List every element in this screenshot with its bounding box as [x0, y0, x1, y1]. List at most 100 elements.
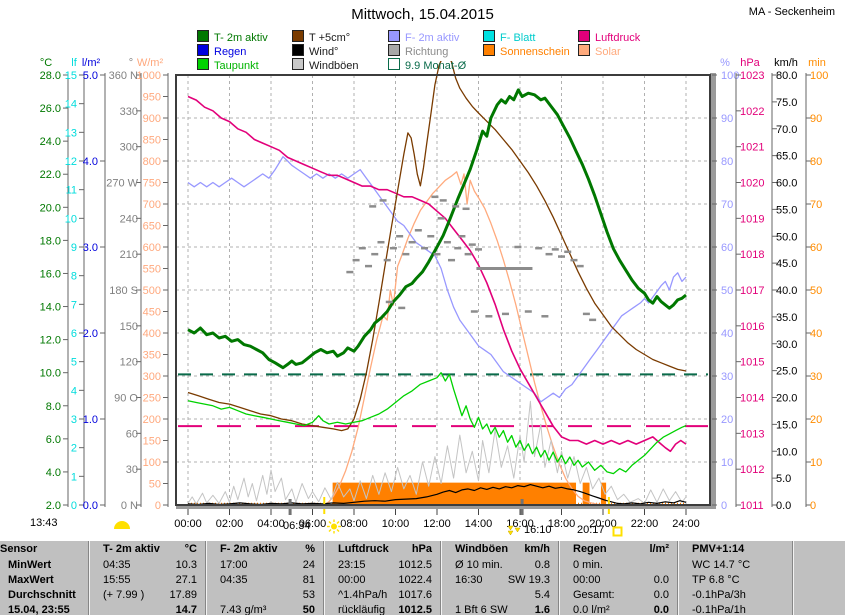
svg-text:70: 70	[721, 199, 733, 211]
cell-text: T- 2m aktiv	[103, 543, 160, 555]
svg-text:40.0: 40.0	[776, 285, 797, 297]
cell-value: 24	[302, 559, 315, 571]
svg-text:5: 5	[71, 357, 77, 369]
table-header-regen: Regen l/m²	[558, 541, 677, 558]
legend-label: Taupunkt	[214, 60, 259, 72]
table-cell: 1 Bft 6 SW 1.6	[440, 603, 558, 615]
cell-value: 1017.6	[398, 589, 432, 601]
cell-value: 1.6	[534, 604, 550, 615]
cell-text: ^1.4hPa/h	[338, 589, 388, 601]
svg-text:1012: 1012	[740, 464, 764, 476]
svg-text:25.0: 25.0	[776, 366, 797, 378]
cell-value: 10.3	[175, 559, 197, 571]
cell-text: Ø 10 min.	[455, 559, 503, 571]
table-cell: (+ 7.99 ) 17.89	[88, 588, 205, 603]
cell-value: 17.89	[169, 589, 197, 601]
moonrise-time: 13:43	[30, 517, 58, 529]
axis-wm2: 1000950900850800750700650600550500450400…	[137, 57, 169, 512]
svg-text:60: 60	[810, 242, 822, 254]
legend-label: Luftdruck	[595, 32, 641, 44]
cell-value: 1012.5	[398, 604, 432, 615]
legend-label: 9.9 Monat-Ø	[405, 60, 467, 72]
svg-text:20: 20	[721, 414, 733, 426]
svg-text:90: 90	[810, 113, 822, 125]
svg-text:350: 350	[143, 350, 161, 362]
cell-text	[801, 558, 807, 573]
cell-value: 0.0	[653, 589, 669, 601]
svg-text:18.0: 18.0	[40, 235, 61, 247]
table-header-empty	[792, 541, 845, 558]
table-header-windb-en: Windböen km/h	[440, 541, 558, 558]
svg-text:16:00: 16:00	[506, 518, 534, 530]
cell-text: 04:35	[103, 559, 131, 571]
svg-text:150: 150	[120, 321, 138, 333]
svg-text:45.0: 45.0	[776, 258, 797, 270]
svg-text:90: 90	[721, 113, 733, 125]
time-axis: 00:00 02:00 04:00 06:00 08:00 10:00 12:00 14:00…	[174, 509, 700, 530]
legend-label: T +5cm°	[309, 32, 351, 44]
svg-text:02:00: 02:00	[216, 518, 244, 530]
station-name: MA - Seckenheim	[748, 6, 835, 18]
legend-item-richtung: Richtung	[388, 44, 448, 58]
cell-text	[801, 573, 807, 588]
series-t-5cm	[187, 61, 687, 432]
legend-item-regen: Regen	[197, 44, 247, 58]
svg-text:30: 30	[721, 371, 733, 383]
legend-swatch	[388, 30, 400, 42]
svg-text:1014: 1014	[740, 393, 764, 405]
table-cell: 0 min.	[558, 558, 677, 573]
legend-label: F- Blatt	[500, 32, 536, 44]
legend-label: F- 2m aktiv	[405, 32, 460, 44]
legend-swatch	[578, 30, 590, 42]
moonset-time: 16:10	[524, 524, 552, 536]
plot-frame-bottom	[176, 505, 716, 509]
svg-text:2.0: 2.0	[83, 328, 98, 340]
svg-text:2.0: 2.0	[46, 500, 61, 512]
cell-text: 00:00	[573, 574, 601, 586]
legend-swatch	[578, 44, 590, 56]
cell-text	[801, 588, 807, 603]
svg-text:3.0: 3.0	[83, 242, 98, 254]
table-cell: 04:35 81	[205, 573, 323, 588]
svg-text:lf: lf	[71, 57, 77, 69]
svg-text:6.0: 6.0	[46, 434, 61, 446]
cell-value: 1022.4	[398, 574, 432, 586]
svg-text:75.0: 75.0	[776, 97, 797, 109]
svg-text:1020: 1020	[740, 178, 764, 190]
svg-text:28.0: 28.0	[40, 70, 61, 82]
svg-text:450: 450	[143, 307, 161, 319]
table-cell: WC 14.7 °C	[677, 558, 792, 573]
cell-text: 00:00	[338, 574, 366, 586]
table-header-pmv+1:14: PMV+1:14	[677, 541, 792, 558]
cell-text: 16:30	[455, 574, 483, 586]
cell-value: 5.4	[534, 589, 550, 601]
svg-text:100: 100	[143, 457, 161, 469]
table-cell	[792, 558, 845, 573]
svg-text:2: 2	[71, 443, 77, 455]
svg-text:10: 10	[810, 457, 822, 469]
cell-value: °C	[184, 543, 197, 555]
table-cell: 00:00 1022.4	[323, 573, 440, 588]
cell-text: 23:15	[338, 559, 366, 571]
legend-label: Regen	[214, 46, 247, 58]
legend-swatch	[483, 30, 495, 42]
richtung-dashes	[346, 195, 597, 322]
svg-text:4.0: 4.0	[83, 156, 98, 168]
svg-text:min: min	[808, 57, 826, 69]
legend-item-9-9-monat-: 9.9 Monat-Ø	[388, 58, 467, 72]
svg-text:1013: 1013	[740, 428, 764, 440]
svg-text:5.0: 5.0	[83, 70, 98, 82]
legend-item-windb-en: Windböen	[292, 58, 359, 72]
table-cell: TP 6.8 °C	[677, 573, 792, 588]
svg-text:1019: 1019	[740, 213, 764, 225]
table-cell: 17:00 24	[205, 558, 323, 573]
svg-text:14:00: 14:00	[465, 518, 493, 530]
cell-text: Regen	[573, 543, 607, 555]
table-cell: rückläufig 1012.5	[323, 603, 440, 615]
svg-text:60.0: 60.0	[776, 178, 797, 190]
legend-item-sonnenschein: Sonnenschein	[483, 44, 570, 58]
series-taupunkt	[187, 372, 687, 475]
series-solar	[324, 171, 604, 504]
svg-text:06:00: 06:00	[299, 518, 327, 530]
